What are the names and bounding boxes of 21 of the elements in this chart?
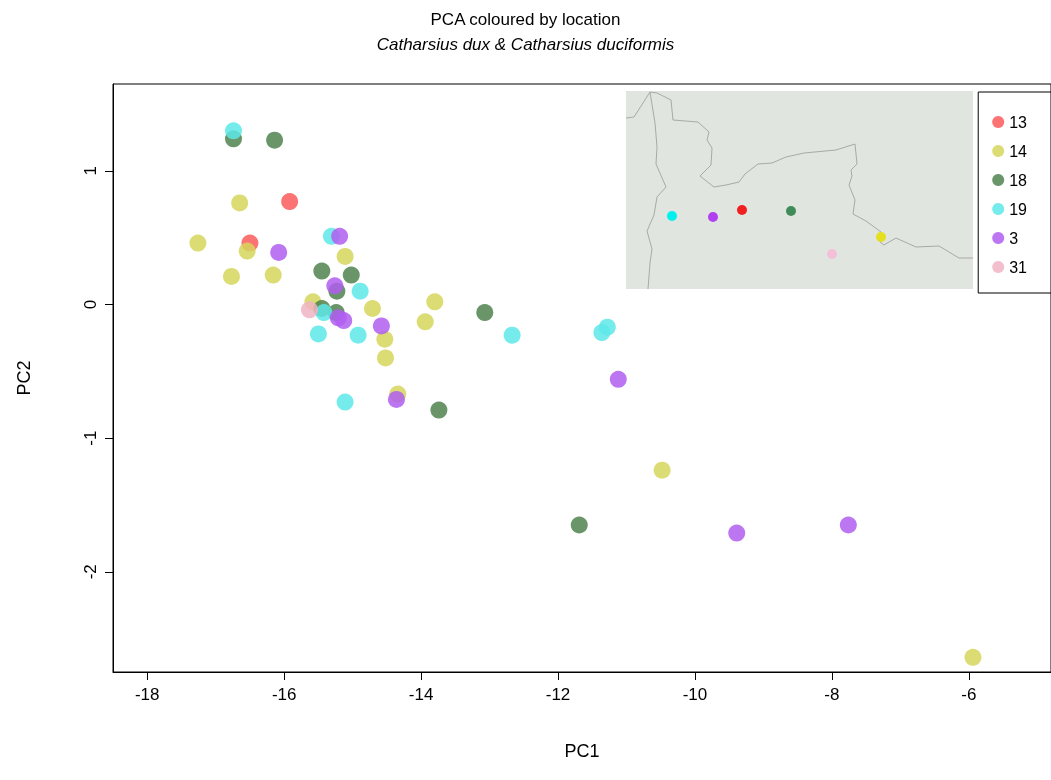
legend-label: 14: [1009, 142, 1028, 160]
x-tick-label: -6: [961, 685, 977, 704]
legend-label: 18: [1009, 171, 1028, 189]
legend-label: 13: [1009, 113, 1028, 131]
y-tick-label: 1: [81, 166, 100, 176]
x-tick-label: -12: [545, 685, 571, 704]
chart-subtitle: Catharsius dux & Catharsius duciformis: [376, 35, 675, 54]
x-axis-title: PC1: [564, 741, 600, 761]
x-tick-label: -8: [824, 685, 840, 704]
legend-label: 31: [1009, 258, 1028, 276]
chart-title: PCA coloured by location: [430, 10, 621, 29]
legend-label: 19: [1009, 200, 1028, 218]
y-tick-label: 0: [81, 299, 100, 310]
x-tick-label: -14: [408, 685, 434, 704]
x-tick-label: -16: [271, 685, 297, 704]
x-tick-label: -18: [134, 685, 160, 704]
x-tick-label: -10: [682, 685, 708, 704]
legend-label: 3: [1009, 229, 1019, 247]
y-tick-label: -2: [81, 564, 100, 580]
y-tick-label: -1: [81, 430, 100, 446]
y-axis-title: PC2: [14, 360, 34, 396]
